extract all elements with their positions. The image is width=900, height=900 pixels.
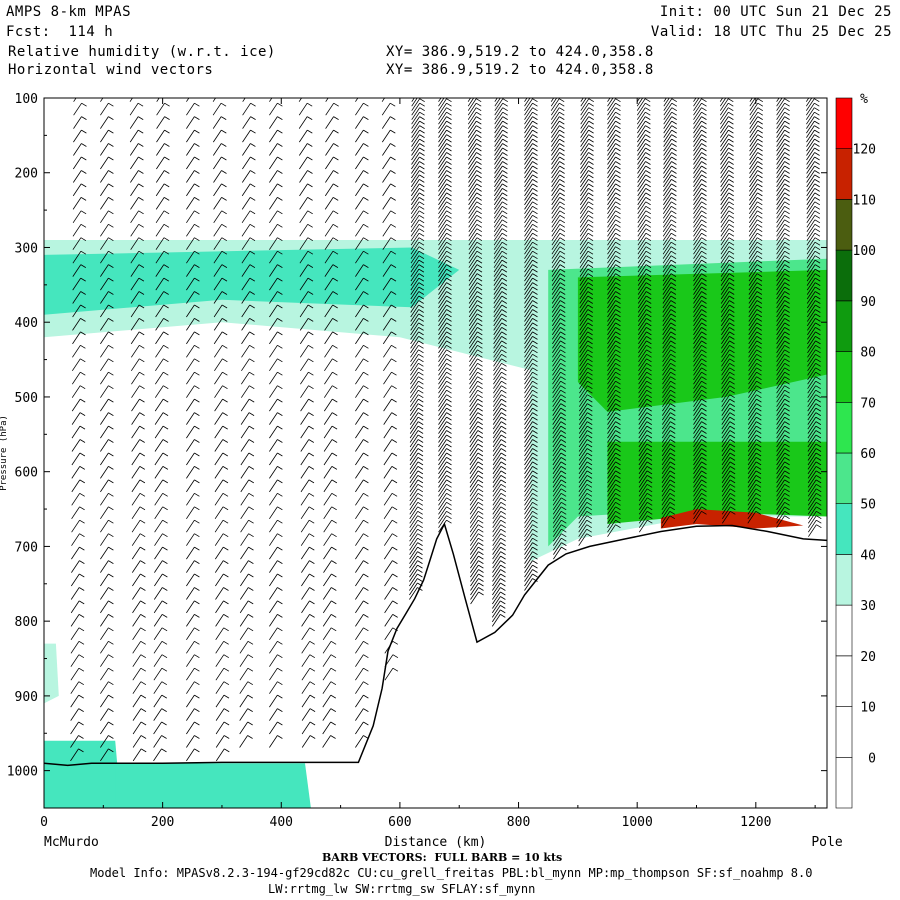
wind-profile-9 <box>322 98 339 748</box>
wind-profile-12 <box>409 98 425 600</box>
colorbar-label: 70 <box>860 396 876 411</box>
colorbar-label: 20 <box>860 650 876 665</box>
field-title-rh: Relative humidity (w.r.t. ice) <box>8 44 276 60</box>
x-tick-label: 800 <box>507 815 530 830</box>
wind-profile-3 <box>153 98 170 762</box>
forecast-hour: Fcst: 114 h <box>6 24 114 40</box>
barb-note: BARB VECTORS: FULL BARB = 10 kts <box>322 851 563 864</box>
wind-profile-11 <box>381 98 399 681</box>
colorbar-swatch <box>835 401 853 454</box>
wind-profile-10 <box>355 98 369 748</box>
colorbar-label: 10 <box>860 701 876 716</box>
wind-profile-24 <box>747 98 764 524</box>
colorbar-label: 50 <box>860 498 876 513</box>
colorbar-swatch <box>835 452 853 505</box>
field-title-wind: Horizontal wind vectors <box>8 62 214 78</box>
rh-region-8 <box>44 643 59 704</box>
colorbar-swatch <box>835 554 853 606</box>
colorbar-swatch <box>835 300 853 352</box>
colorbar-label: 110 <box>853 193 876 208</box>
wind-profile-5 <box>212 98 230 762</box>
rh-region-5 <box>607 441 827 524</box>
model-title: AMPS 8-km MPAS <box>6 4 132 20</box>
wind-profile-17 <box>550 98 567 560</box>
model-info: Model Info: MPASv8.2.3-194-gf29cd82c CU:… <box>90 866 813 880</box>
y-tick-label: 300 <box>15 241 38 256</box>
x-axis-label: Distance (km) <box>385 835 487 850</box>
y-tick-label: 500 <box>15 391 38 406</box>
colorbar-swatch <box>835 249 853 302</box>
colorbar-swatch <box>835 148 853 200</box>
xy-range-2: XY= 386.9,519.2 to 424.0,358.8 <box>386 62 654 78</box>
colorbar-swatch <box>835 604 853 657</box>
wind-profile-7 <box>269 98 283 748</box>
init-time: Init: 00 UTC Sun 21 Dec 25 <box>659 4 892 20</box>
wind-profile-6 <box>239 98 256 748</box>
colorbar-label: 60 <box>860 447 876 462</box>
y-tick-label: 700 <box>15 540 38 555</box>
y-tick-label: 1000 <box>7 765 38 780</box>
wind-profile-14 <box>467 98 484 605</box>
y-tick-label: 100 <box>15 92 38 107</box>
colorbar-label: 80 <box>860 346 876 361</box>
colorbar-swatch <box>835 199 853 251</box>
colorbar-swatch <box>835 706 853 758</box>
wind-profile-26 <box>805 98 822 537</box>
wind-profile-25 <box>776 98 790 528</box>
x-tick-label: 1200 <box>740 815 771 830</box>
xy-range-1: XY= 386.9,519.2 to 424.0,358.8 <box>386 44 654 60</box>
x-tick-label: 0 <box>40 815 48 830</box>
x-left-end-label: McMurdo <box>44 835 99 850</box>
plot-frame <box>43 97 828 809</box>
colorbar-swatch <box>835 756 853 809</box>
colorbar-unit: % <box>860 92 868 107</box>
rh-region-7 <box>115 763 311 808</box>
wind-profile-20 <box>636 98 653 533</box>
y-tick-label: 400 <box>15 316 38 331</box>
wind-profile-13 <box>438 98 452 533</box>
rh-region-1 <box>44 247 460 315</box>
x-tick-label: 600 <box>388 815 411 830</box>
valid-time: Valid: 18 UTC Thu 25 Dec 25 <box>650 24 892 40</box>
terrain-line <box>44 522 827 767</box>
wind-profile-23 <box>719 98 736 524</box>
colorbar-label: 90 <box>860 295 876 310</box>
colorbar-swatch <box>835 655 853 707</box>
wind-profile-4 <box>186 98 200 762</box>
rh-region-6 <box>44 740 122 808</box>
wind-profile-19 <box>607 98 621 537</box>
wind-profile-16 <box>524 98 538 591</box>
x-right-end-label: Pole <box>811 835 842 850</box>
model-info-physics: LW:rrtmg_lw SW:rrtmg_sw SFLAY:sf_mynn <box>268 882 536 896</box>
wind-profile-1 <box>100 98 114 762</box>
y-tick-label: 200 <box>15 167 38 182</box>
colorbar-label: 30 <box>860 599 876 614</box>
x-tick-label: 200 <box>151 815 174 830</box>
y-tick-label: 900 <box>15 690 38 705</box>
wind-profile-15 <box>491 98 509 627</box>
y-axis-label: Pressure (hPa) <box>0 415 9 491</box>
colorbar-swatch <box>835 503 853 555</box>
y-tick-label: 800 <box>15 615 38 630</box>
y-tick-label: 600 <box>15 466 38 481</box>
colorbar-label: 40 <box>860 548 876 563</box>
wind-profile-22 <box>693 98 707 524</box>
colorbar-swatch <box>835 351 853 403</box>
wind-profile-2 <box>129 98 147 762</box>
wind-profile-8 <box>298 98 316 748</box>
colorbar-label: 0 <box>868 751 876 766</box>
colorbar-swatch <box>835 97 853 150</box>
wind-profile-21 <box>661 98 678 528</box>
wind-profile-18 <box>578 98 595 546</box>
colorbar-label: 120 <box>853 143 876 158</box>
wind-profile-0 <box>70 98 87 762</box>
x-tick-label: 400 <box>270 815 293 830</box>
x-tick-label: 1000 <box>622 815 653 830</box>
colorbar-label: 100 <box>853 244 876 259</box>
